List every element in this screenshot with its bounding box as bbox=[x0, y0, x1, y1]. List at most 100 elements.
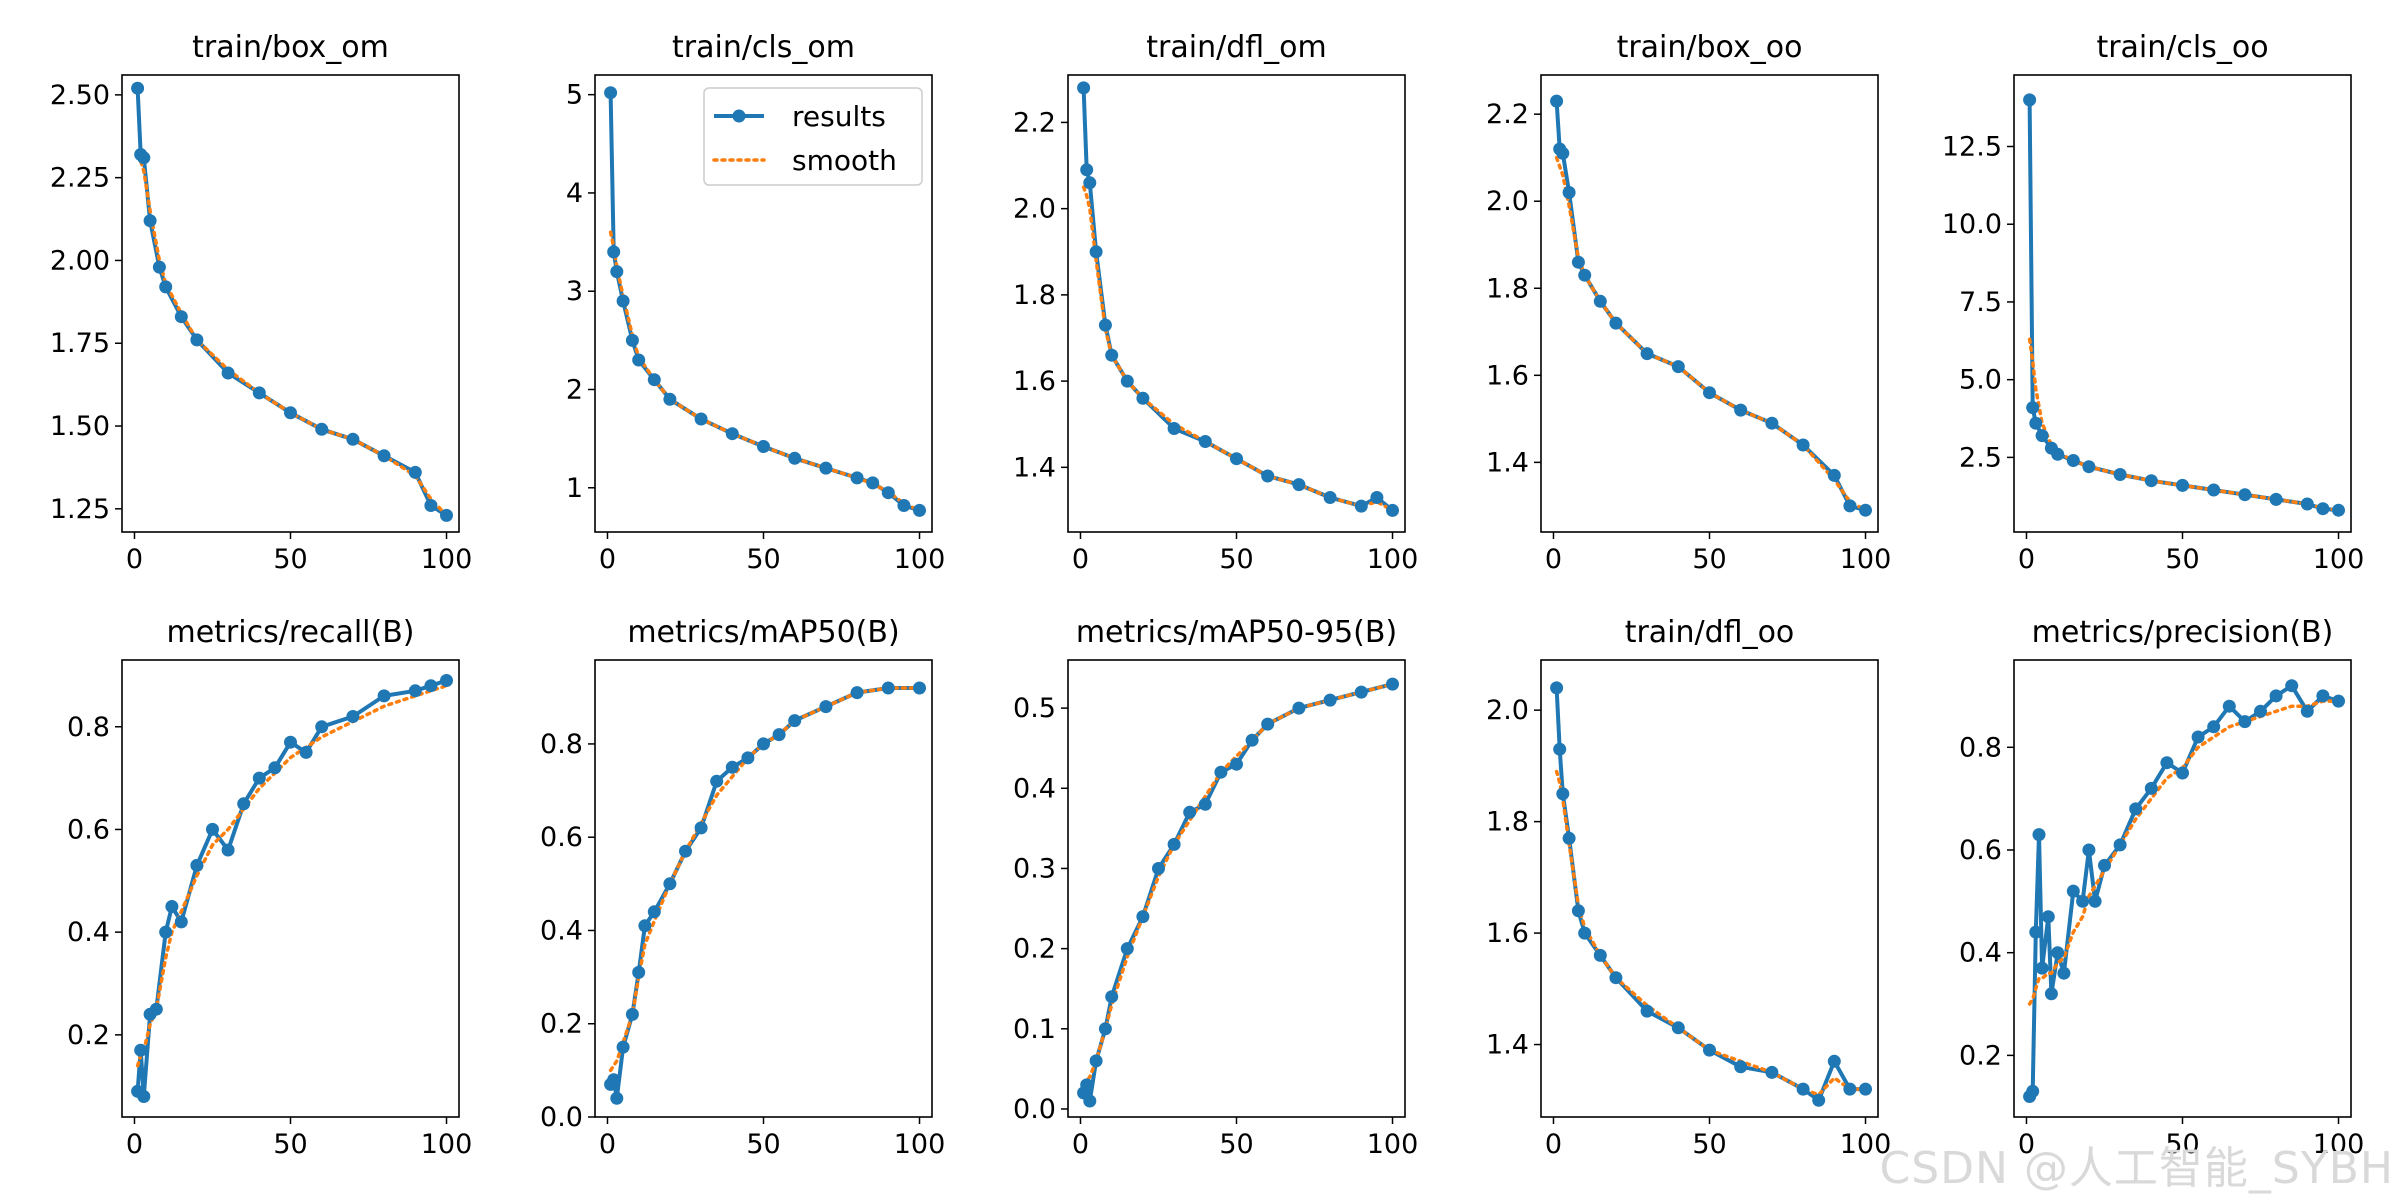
axes-frame bbox=[2013, 659, 2352, 1118]
chart-panel-train-dfl-om: train/dfl_om 0 50 100 1.4 1.6 1.8 2.0 2.2 bbox=[1013, 30, 1418, 575]
chart-title: train/cls_om bbox=[672, 30, 855, 65]
results-point bbox=[284, 735, 297, 749]
y-tick-label: 5 bbox=[566, 80, 583, 111]
results-point bbox=[1198, 435, 1212, 448]
results-point bbox=[2098, 858, 2111, 872]
axes-frame bbox=[1067, 659, 1406, 1118]
results-point bbox=[710, 774, 724, 788]
results-point bbox=[1571, 255, 1585, 269]
y-tick-label: 2.2 bbox=[1486, 99, 1529, 130]
y-tick-label: 0.2 bbox=[540, 1009, 583, 1040]
results-point bbox=[1198, 797, 1212, 811]
chart-panel-metrics-map50-b: metrics/mAP50(B) 0 50 100 0.0 0.2 0.4 0.6 0.8 bbox=[540, 615, 945, 1160]
results-point bbox=[1562, 831, 1576, 845]
results-point bbox=[159, 280, 173, 294]
results-point bbox=[1671, 1021, 1685, 1035]
results-point bbox=[1765, 1065, 1779, 1079]
results-point bbox=[1214, 765, 1228, 779]
chart-panel-train-box-om: train/box_om 0 50 100 1.25 1.50 1.75 2.00 2.25 2.… bbox=[50, 30, 472, 575]
chart-title: train/dfl_oo bbox=[1625, 615, 1795, 650]
y-tick-label: 4 bbox=[566, 178, 583, 209]
results-point bbox=[1640, 1004, 1654, 1018]
legend-results-marker bbox=[732, 109, 746, 123]
x-tick-label: 50 bbox=[1692, 1129, 1726, 1160]
y-tick-label: 0.6 bbox=[540, 822, 583, 853]
legend: results smooth bbox=[703, 87, 923, 186]
y-tick-label: 1.75 bbox=[50, 328, 110, 359]
results-point bbox=[346, 432, 360, 446]
y-tick-label: 2.0 bbox=[1486, 186, 1529, 217]
results-point bbox=[1120, 942, 1134, 956]
x-tick-label: 50 bbox=[1219, 544, 1253, 575]
results-point bbox=[2029, 925, 2043, 939]
y-tick-label: 2.2 bbox=[1013, 107, 1056, 138]
y-tick-label: 1.6 bbox=[1013, 366, 1056, 397]
results-point bbox=[1765, 416, 1779, 430]
y-tick-label: 0.8 bbox=[540, 729, 583, 760]
y-tick-label: 1.8 bbox=[1486, 807, 1529, 838]
results-point bbox=[757, 440, 770, 453]
x-tick-label: 100 bbox=[1840, 544, 1892, 575]
x-tick-label: 0 bbox=[1072, 544, 1089, 575]
y-tick-label: 0.4 bbox=[1959, 938, 2002, 969]
results-point bbox=[647, 373, 661, 387]
x-tick-label: 0 bbox=[2018, 544, 2035, 575]
results-point bbox=[315, 422, 329, 436]
results-point bbox=[1386, 677, 1399, 691]
y-tick-label: 2.0 bbox=[1486, 695, 1529, 726]
results-point bbox=[897, 499, 911, 512]
results-point bbox=[1354, 685, 1368, 699]
y-tick-label: 1.8 bbox=[1486, 273, 1529, 304]
results-point bbox=[1593, 294, 1607, 308]
results-point bbox=[2088, 894, 2102, 908]
y-tick-label: 0.8 bbox=[1959, 732, 2002, 763]
results-point bbox=[1245, 733, 1259, 747]
smooth-line bbox=[2027, 699, 2341, 1006]
results-point bbox=[299, 745, 313, 759]
results-point bbox=[772, 728, 786, 742]
results-point bbox=[638, 919, 652, 933]
results-point bbox=[2029, 416, 2043, 430]
results-point bbox=[913, 681, 926, 695]
results-point bbox=[1827, 1054, 1841, 1068]
results-point bbox=[2032, 828, 2046, 842]
results-point bbox=[2191, 730, 2205, 744]
results-point bbox=[788, 451, 802, 465]
results-point bbox=[346, 710, 360, 723]
chart-title: metrics/precision(B) bbox=[2032, 615, 2334, 650]
results-point bbox=[632, 353, 646, 367]
results-point bbox=[1609, 316, 1623, 330]
results-point bbox=[440, 508, 453, 522]
results-line bbox=[1081, 87, 1394, 512]
results-point bbox=[149, 1002, 163, 1016]
chart-panel-metrics-map50-95-b: metrics/mAP50-95(B) 0 50 100 0.0 0.1 0.2 0.3 0.4… bbox=[1013, 615, 1418, 1160]
results-point bbox=[2300, 704, 2314, 718]
y-tick-label: 0.5 bbox=[1013, 693, 1056, 724]
y-tick-label: 3 bbox=[566, 276, 583, 307]
results-point bbox=[2066, 454, 2080, 467]
results-point bbox=[1796, 1082, 1810, 1096]
axes-frame bbox=[594, 659, 933, 1118]
results-point bbox=[2207, 720, 2221, 734]
results-point bbox=[2057, 966, 2071, 980]
results-point bbox=[1796, 438, 1810, 452]
results-point bbox=[2254, 704, 2267, 718]
results-point bbox=[1578, 268, 1592, 282]
results-point bbox=[408, 684, 422, 698]
axes-frame bbox=[2013, 74, 2352, 533]
results-point bbox=[610, 1091, 624, 1105]
chart-title: train/box_oo bbox=[1617, 30, 1803, 65]
results-point bbox=[616, 294, 630, 308]
y-tick-label: 0.6 bbox=[67, 814, 110, 845]
results-point bbox=[131, 81, 145, 95]
results-point bbox=[819, 461, 833, 475]
results-line bbox=[135, 88, 448, 518]
chart-panel-train-dfl-oo: train/dfl_oo 0 50 100 1.4 1.6 1.8 2.0 bbox=[1486, 615, 1891, 1160]
results-point bbox=[2082, 843, 2096, 857]
results-line bbox=[1081, 682, 1393, 1103]
y-tick-label: 1.4 bbox=[1013, 452, 1056, 483]
results-point bbox=[881, 681, 895, 695]
x-tick-label: 100 bbox=[2313, 1129, 2365, 1160]
y-tick-label: 1 bbox=[566, 473, 583, 504]
results-point bbox=[616, 1040, 630, 1054]
